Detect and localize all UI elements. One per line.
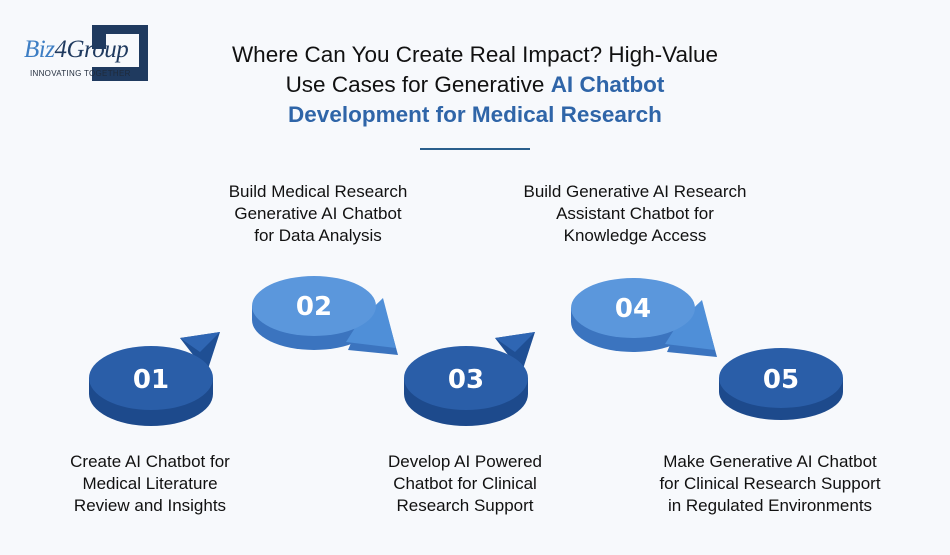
step-03-disc: 03	[404, 332, 535, 426]
step-04-disc: 04	[571, 278, 717, 357]
step-01-label: Create AI Chatbot for Medical Literature…	[70, 452, 230, 515]
step-04-number: 04	[615, 294, 651, 324]
logo-frame-shape	[92, 25, 148, 81]
step-01-number: 01	[133, 365, 169, 395]
page-title: Where Can You Create Real Impact? High-V…	[160, 40, 790, 130]
logo-tagline: INNOVATING TOGETHER	[30, 69, 131, 78]
step-04-label: Build Generative AI Research Assistant C…	[523, 182, 747, 245]
step-02-label: Build Medical Research Generative AI Cha…	[228, 182, 408, 245]
step-05-label: Make Generative AI Chatbot for Clinical …	[659, 452, 881, 515]
step-02-disc: 02	[252, 276, 398, 355]
logo-wordmark: Biz4Group	[24, 36, 129, 63]
step-03-number: 03	[448, 365, 484, 395]
title-line-3: Development for Medical Research	[288, 102, 662, 127]
title-divider	[420, 148, 530, 150]
company-logo: Biz4Group INNOVATING TOGETHER	[20, 24, 160, 84]
step-01-disc: 01	[89, 332, 220, 426]
step-03-label: Develop AI Powered Chatbot for Clinical …	[387, 452, 543, 515]
step-02-number: 02	[296, 292, 332, 322]
step-05-number: 05	[763, 365, 799, 395]
title-line-1: Where Can You Create Real Impact? High-V…	[231, 42, 719, 67]
step-05-disc: 05	[719, 348, 843, 420]
title-line-2: Use Cases for Generative AI Chatbot	[285, 72, 665, 97]
